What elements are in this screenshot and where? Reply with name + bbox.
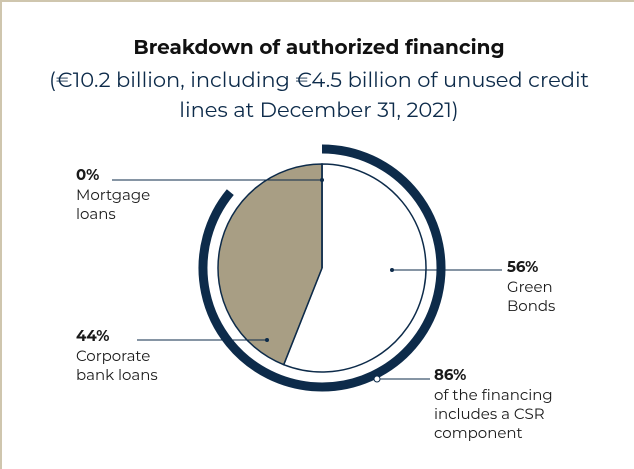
slice-label: Corporate bank loans <box>76 346 158 384</box>
leader-dot <box>320 178 324 182</box>
chart-subtitle: (€10.2 billion, including €4.5 billion o… <box>48 68 590 123</box>
leader-dot <box>265 338 269 342</box>
slice-value-label: 56% <box>507 257 539 276</box>
pie-slice <box>282 163 427 373</box>
pie-slice <box>217 163 323 366</box>
leader-dot <box>390 268 394 272</box>
ring-value-label: 86% <box>434 365 467 384</box>
ring-arc <box>198 144 446 392</box>
slice-label: Green Bonds <box>507 277 556 315</box>
slice-value-label: 0% <box>76 165 100 184</box>
slice-value-label: 44% <box>76 326 110 345</box>
ring-dot <box>373 375 381 383</box>
chart-title: Breakdown of authorized financing <box>133 36 505 60</box>
slice-label: Mortgage loans <box>76 185 151 223</box>
ring-text: of the financing includes a CSR componen… <box>434 385 553 442</box>
